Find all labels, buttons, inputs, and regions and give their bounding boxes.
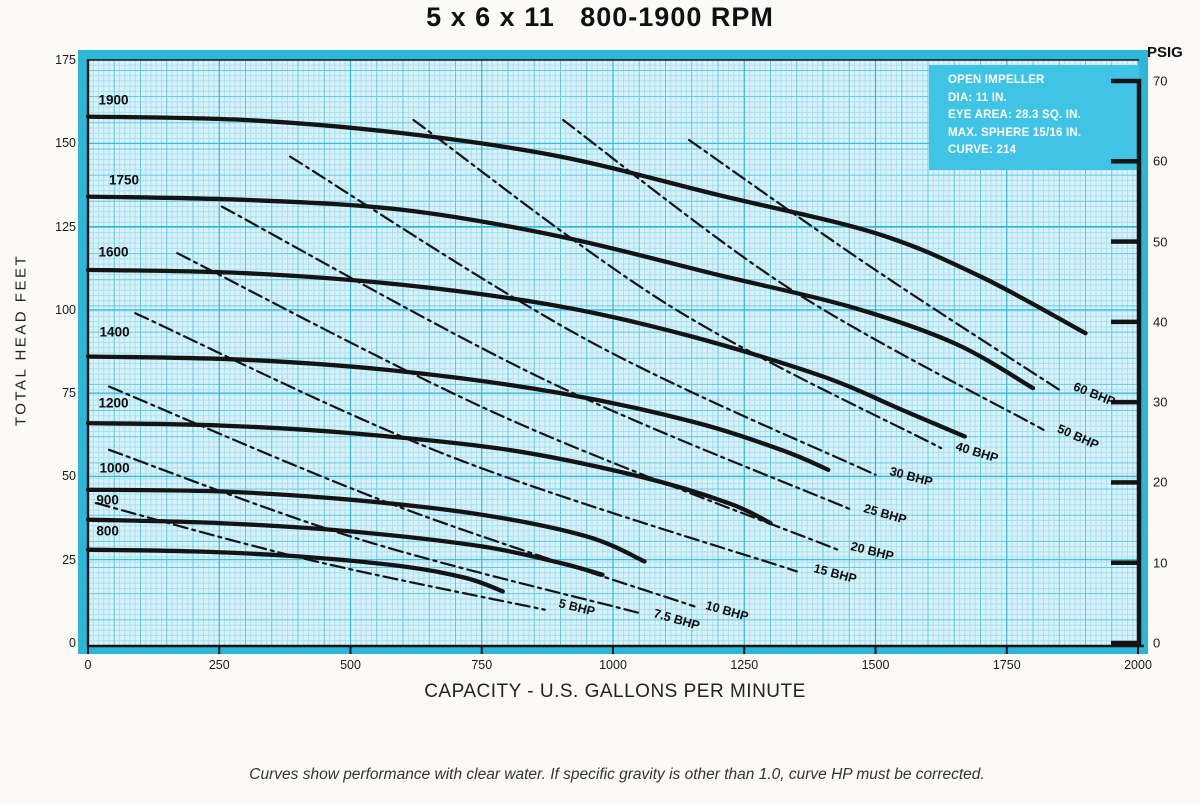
psig-tick-30 [1111,399,1141,405]
bhp-curve-25-bhp [220,205,853,511]
bhp-curve-10-bhp [107,385,696,608]
psig-tick-50 [1111,239,1141,244]
page-title: 5 x 6 x 11 800-1900 RPM [426,2,774,32]
performance-chart-svg [78,50,1148,654]
rpm-curve-label-1600: 1600 [98,244,129,260]
psig-tick-label-0: 0 [1153,635,1161,651]
psig-tick-label-40: 40 [1153,314,1168,330]
x-tick-250 [218,645,221,654]
psig-tick-label-10: 10 [1153,555,1168,571]
rpm-curve-1200 [85,420,773,526]
x-tick-750 [480,645,483,654]
rpm-curve-1900 [85,114,1088,336]
rpm-curve-label-1200: 1200 [98,395,129,411]
x-tick-label-1250: 1250 [730,658,759,672]
x-tick-2000 [1137,645,1139,654]
psig-tick-20 [1111,480,1141,485]
y-tick-label-25: 25 [62,552,76,567]
x-tick-1000 [612,645,614,654]
rpm-curve-800 [85,547,505,594]
bhp-curve-40-bhp [412,118,943,450]
x-tick-label-1750: 1750 [992,658,1021,672]
psig-tick-label-20: 20 [1153,474,1168,490]
capacity-axis-title: CAPACITY - U.S. GALLONS PER MINUTE [424,681,806,702]
y-tick-label-75: 75 [62,386,76,401]
x-tick-label-0: 0 [84,658,92,672]
bhp-curve-5-bhp [94,502,546,611]
x-tick-label-2000: 2000 [1124,658,1152,672]
x-tick-0 [87,645,89,654]
x-tick-1500 [874,645,877,654]
bhp-curve-20-bhp [176,252,839,551]
x-tick-label-750: 750 [471,658,493,672]
x-tick-label-1000: 1000 [599,658,627,672]
info-line-max-sphere: MAX. SPHERE 15/16 IN. [948,126,1082,139]
bhp-curve-60-bhp [688,138,1061,391]
psig-tick-label-60: 60 [1153,153,1168,169]
rpm-curve-1750 [85,194,1036,391]
info-line-eye-area: EYE AREA: 28.3 SQ. IN. [948,109,1082,121]
bhp-curve-7-5-bhp [107,448,641,615]
y-tick-label-50: 50 [62,469,76,484]
performance-chart: OPEN IMPELLER DIA: 11 IN. EYE AREA: 28.3… [12,44,1183,702]
rpm-curve-label-900: 900 [96,492,119,508]
x-tick-500 [349,645,352,654]
info-box-background [929,65,1139,170]
footnote: Curves show performance with clear water… [249,766,985,783]
rpm-curve-1600 [85,267,967,439]
bhp-curve-30-bhp [289,155,877,476]
x-tick-label-250: 250 [208,658,230,672]
y-tick-label-0: 0 [69,636,76,650]
info-line-curve-number: CURVE: 214 [948,144,1017,156]
rpm-curve-900 [85,517,605,577]
y-tick-label-125: 125 [55,219,76,234]
psig-tick-label-30: 30 [1153,394,1168,410]
psig-tick-label-50: 50 [1153,234,1168,250]
rpm-curve-1400 [85,354,831,472]
rpm-curve-label-800: 800 [96,523,119,539]
psig-tick-60 [1111,159,1141,164]
y-tick-label-175: 175 [55,53,76,67]
psig-tick-label-70: 70 [1153,73,1168,89]
psig-axis-title: PSIG [1147,44,1183,61]
x-tick-label-500: 500 [340,658,361,672]
x-tick-1250 [743,645,746,654]
rpm-curve-label-1400: 1400 [99,324,130,339]
bhp-curve-15-bhp [134,312,798,573]
impeller-info-box: OPEN IMPELLER DIA: 11 IN. EYE AREA: 28.3… [948,72,1138,160]
y-tick-label-150: 150 [55,136,76,151]
psig-tick-0 [1111,640,1141,646]
rpm-curve-label-1750: 1750 [109,172,140,188]
x-tick-1750 [1005,645,1008,654]
rpm-curve-label-1000: 1000 [99,460,130,476]
psig-tick-40 [1111,319,1141,325]
info-line-diameter: DIA: 11 IN. [948,91,1008,104]
rpm-curve-label-1900: 1900 [98,92,129,108]
psig-tick-10 [1111,560,1141,565]
info-line-impeller: OPEN IMPELLER [948,74,1045,86]
rpm-curve-1000 [85,487,647,564]
psig-tick-70 [1111,78,1141,84]
head-axis-title: TOTAL HEAD FEET [12,253,30,427]
x-tick-label-1500: 1500 [861,658,890,672]
y-tick-label-100: 100 [55,302,76,317]
